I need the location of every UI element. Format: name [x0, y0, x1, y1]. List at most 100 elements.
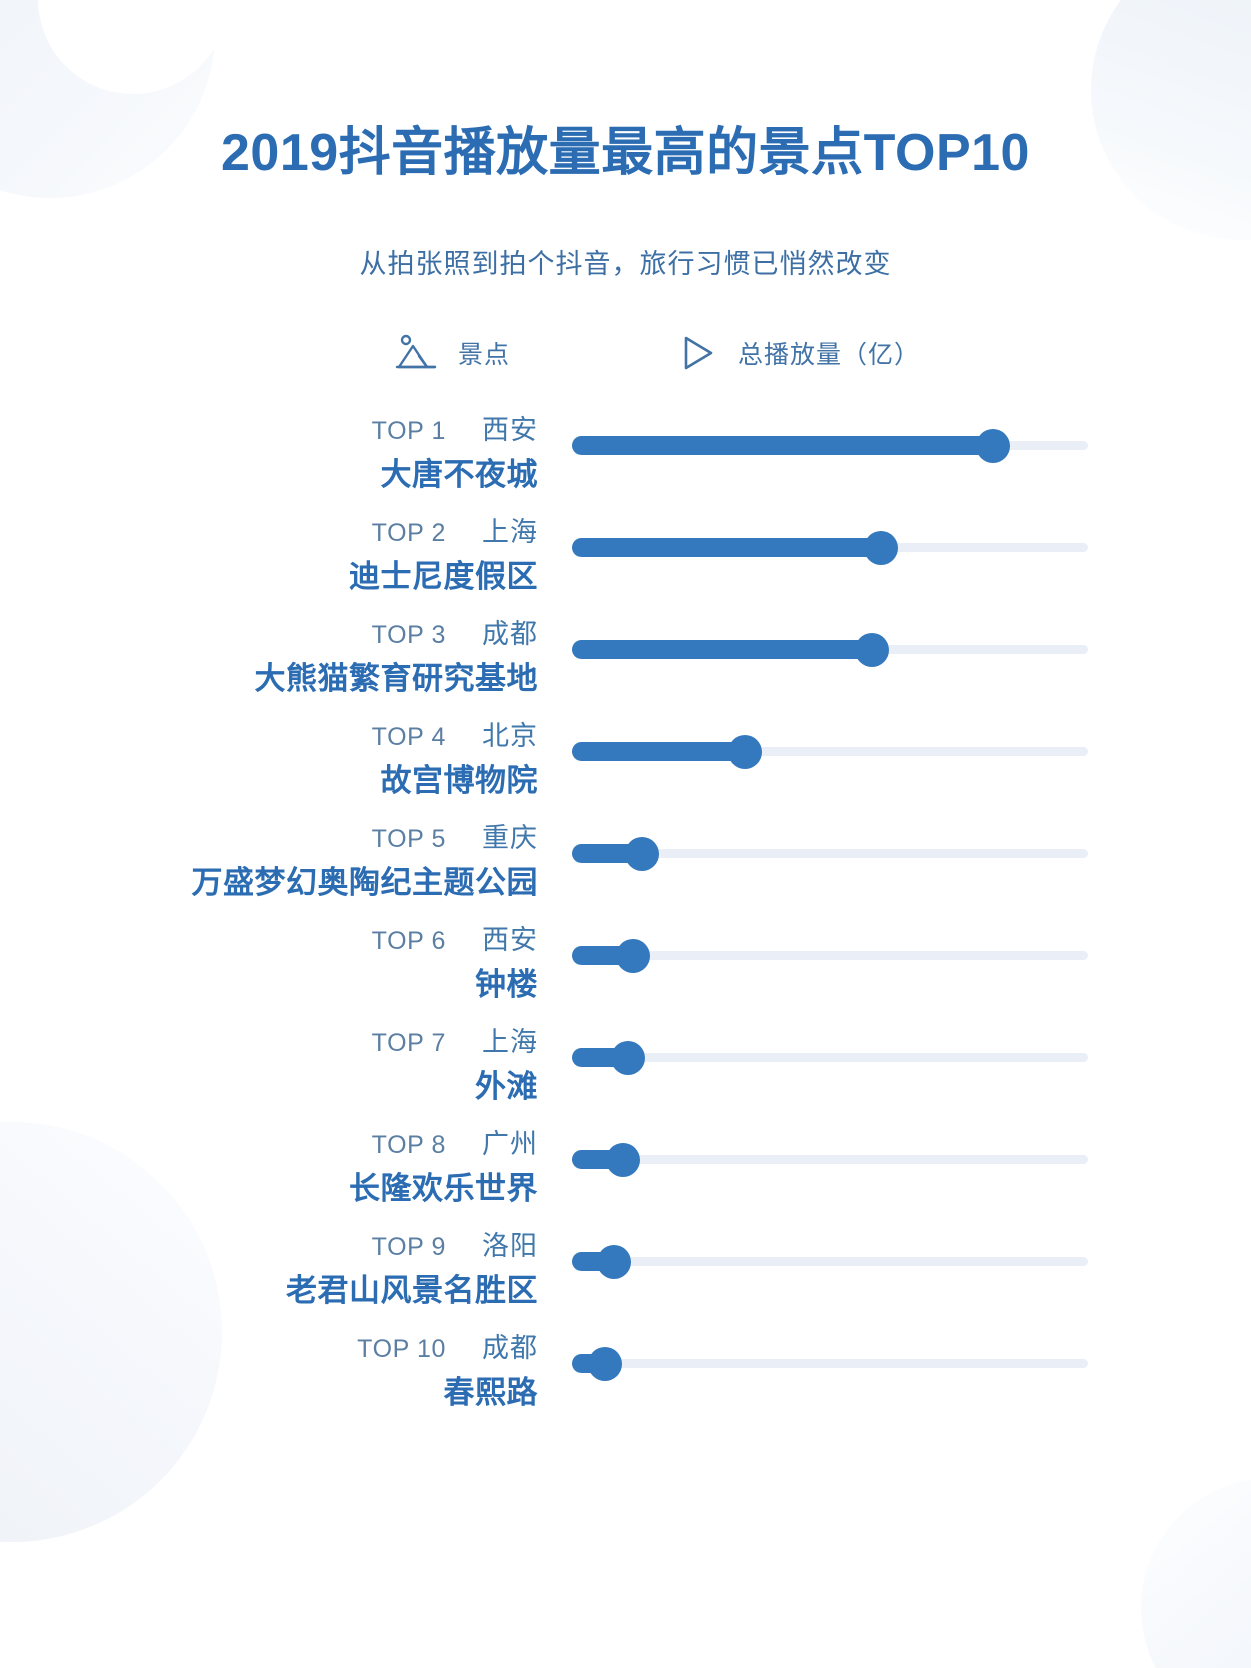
ranking-row-7[interactable]: TOP 7 上海 外滩 [0, 1026, 1251, 1131]
bar-group [572, 1029, 1251, 1131]
city-label: 重庆 [482, 822, 538, 853]
row-label-group: TOP 8 广州 长隆欢乐世界 [0, 1128, 572, 1206]
row-label-group: TOP 9 洛阳 老君山风景名胜区 [0, 1230, 572, 1308]
bar-knob[interactable] [625, 836, 659, 871]
attraction-name: 钟楼 [475, 966, 538, 1002]
ranking-row-10[interactable]: TOP 10 成都 春熙路 [0, 1332, 1251, 1437]
ranking-row-1[interactable]: TOP 1 西安 大唐不夜城 [0, 414, 1251, 519]
row-label-group: TOP 4 北京 故宫博物院 [0, 720, 572, 798]
ranking-row-3[interactable]: TOP 3 成都 大熊猫繁育研究基地 [0, 618, 1251, 723]
row-rank-city-line: TOP 1 西安 [0, 414, 538, 445]
legend: 景点 总播放量（亿） [0, 329, 1251, 377]
row-label-group: TOP 3 成都 大熊猫繁育研究基地 [0, 618, 572, 696]
row-label-group: TOP 5 重庆 万盛梦幻奥陶纪主题公园 [0, 822, 572, 900]
attraction-name: 春熙路 [443, 1374, 538, 1410]
rank-label: TOP 1 [371, 416, 446, 445]
row-rank-city-line: TOP 8 广州 [0, 1128, 538, 1159]
row-label-group: TOP 7 上海 外滩 [0, 1026, 572, 1104]
bar-track [572, 1154, 1088, 1164]
bar-group [572, 1335, 1251, 1437]
row-rank-city-line: TOP 10 成都 [0, 1332, 538, 1363]
city-label: 上海 [482, 516, 538, 547]
rank-label: TOP 10 [357, 1334, 446, 1363]
legend-item-plays: 总播放量（亿） [672, 329, 920, 377]
bar-group [572, 1131, 1251, 1233]
page-subtitle: 从拍张照到拍个抖音，旅行习惯已悄然改变 [359, 248, 892, 279]
attraction-name: 万盛梦幻奥陶纪主题公园 [191, 864, 538, 900]
bar-group [572, 1233, 1251, 1335]
row-rank-city-line: TOP 4 北京 [0, 720, 538, 751]
bar-group [572, 723, 1251, 825]
row-rank-city-line: TOP 7 上海 [0, 1026, 538, 1057]
attraction-name: 迪士尼度假区 [349, 558, 538, 594]
ranking-row-2[interactable]: TOP 2 上海 迪士尼度假区 [0, 516, 1251, 621]
bar-group [572, 519, 1251, 621]
bar-group [572, 621, 1251, 723]
bar-group [572, 825, 1251, 927]
row-rank-city-line: TOP 2 上海 [0, 516, 538, 547]
rank-label: TOP 6 [371, 926, 446, 955]
city-label: 洛阳 [482, 1230, 538, 1261]
bar-group [572, 417, 1251, 519]
ranking-row-4[interactable]: TOP 4 北京 故宫博物院 [0, 720, 1251, 825]
city-label: 广州 [482, 1128, 538, 1159]
decorative-blob-bottom-right [1141, 1478, 1251, 1668]
rank-label: TOP 3 [371, 620, 446, 649]
attraction-name: 外滩 [475, 1068, 538, 1104]
row-label-group: TOP 10 成都 春熙路 [0, 1332, 572, 1410]
bar-knob[interactable] [976, 428, 1010, 463]
row-rank-city-line: TOP 5 重庆 [0, 822, 538, 853]
ranking-row-9[interactable]: TOP 9 洛阳 老君山风景名胜区 [0, 1230, 1251, 1335]
bar-fill [572, 843, 642, 863]
rank-label: TOP 4 [371, 722, 446, 751]
ranking-row-6[interactable]: TOP 6 西安 钟楼 [0, 924, 1251, 1029]
ranking-row-8[interactable]: TOP 8 广州 长隆欢乐世界 [0, 1128, 1251, 1233]
bar-knob[interactable] [611, 1040, 645, 1075]
bar-track [572, 1256, 1088, 1266]
rank-label: TOP 7 [371, 1028, 446, 1057]
bar-track [572, 746, 1088, 756]
bar-fill [572, 639, 872, 659]
infographic-content: 2019抖音播放量最高的景点TOP10 从拍张照到拍个抖音，旅行习惯已悄然改变 … [0, 124, 1251, 1437]
rank-label: TOP 2 [371, 518, 446, 547]
bar-fill [572, 741, 745, 761]
attraction-name: 大唐不夜城 [380, 456, 538, 492]
bar-fill [572, 435, 993, 455]
city-label: 成都 [482, 1332, 538, 1363]
ranking-row-5[interactable]: TOP 5 重庆 万盛梦幻奥陶纪主题公园 [0, 822, 1251, 927]
row-rank-city-line: TOP 6 西安 [0, 924, 538, 955]
attraction-name: 长隆欢乐世界 [349, 1170, 538, 1206]
bar-track [572, 950, 1088, 960]
page-title: 2019抖音播放量最高的景点TOP10 [221, 124, 1030, 182]
legend-item-attraction: 景点 [392, 329, 510, 377]
city-label: 北京 [482, 720, 538, 751]
bar-track [572, 1358, 1088, 1368]
row-label-group: TOP 6 西安 钟楼 [0, 924, 572, 1002]
attraction-name: 大熊猫繁育研究基地 [254, 660, 538, 696]
legend-label-plays: 总播放量（亿） [738, 340, 921, 369]
rank-label: TOP 5 [371, 824, 446, 853]
legend-label-attraction: 景点 [458, 340, 511, 369]
rank-label: TOP 8 [371, 1130, 446, 1159]
row-label-group: TOP 2 上海 迪士尼度假区 [0, 516, 572, 594]
bar-knob[interactable] [728, 734, 762, 769]
row-rank-city-line: TOP 9 洛阳 [0, 1230, 538, 1261]
city-label: 成都 [482, 618, 538, 649]
play-triangle-icon [672, 329, 720, 377]
row-rank-city-line: TOP 3 成都 [0, 618, 538, 649]
bar-knob[interactable] [606, 1142, 640, 1177]
bar-knob[interactable] [855, 632, 889, 667]
city-label: 西安 [482, 924, 538, 955]
bar-fill [572, 537, 881, 557]
attraction-name: 老君山风景名胜区 [286, 1272, 538, 1308]
bar-knob[interactable] [588, 1346, 622, 1381]
bar-track [572, 848, 1088, 858]
bar-knob[interactable] [616, 938, 650, 973]
attraction-name: 故宫博物院 [380, 762, 538, 798]
bar-knob[interactable] [597, 1244, 631, 1279]
city-label: 西安 [482, 414, 538, 445]
ranking-list: TOP 1 西安 大唐不夜城 TOP 2 上海 迪士尼度假区 T [0, 414, 1251, 1437]
bar-knob[interactable] [864, 530, 898, 565]
city-label: 上海 [482, 1026, 538, 1057]
row-label-group: TOP 1 西安 大唐不夜城 [0, 414, 572, 492]
